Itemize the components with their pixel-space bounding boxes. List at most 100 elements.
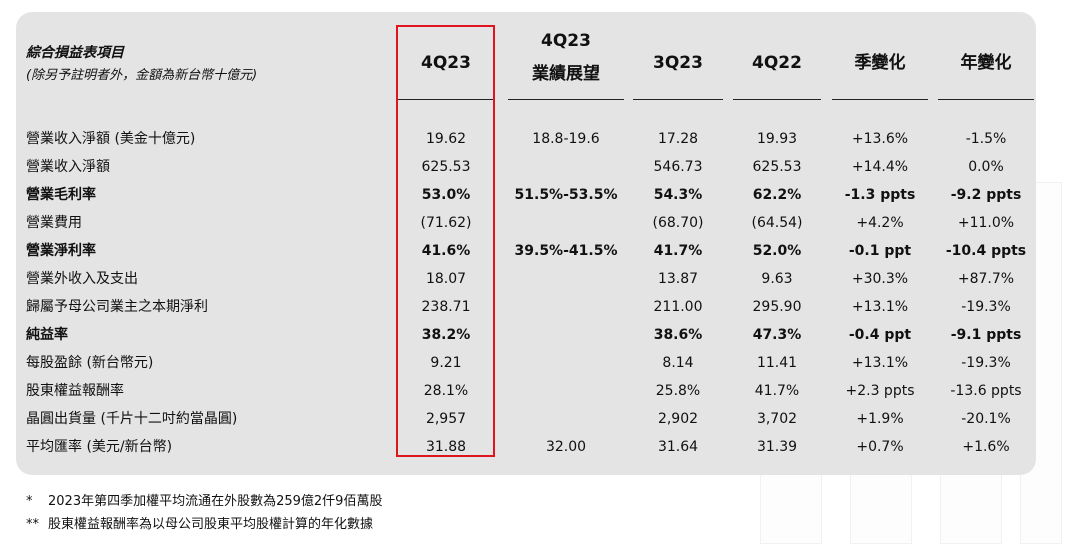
table-cell: 41.7% (754, 383, 800, 399)
table-cell: 546.73 (653, 159, 703, 175)
income-statement-panel (16, 12, 1036, 475)
footnote-mark: * (26, 494, 33, 509)
footnote-mark: ** (26, 517, 39, 532)
row-label: 平均匯率 (美元/新台幣) (26, 439, 173, 455)
header-qoq-label: 季變化 (854, 53, 906, 73)
header-4q23-label: 4Q23 (421, 53, 471, 73)
table-cell: 625.53 (752, 159, 802, 175)
table-row: 營業收入淨額 (美金十億元) 19.62 18.8-19.6 17.28 19.93 +1… (0, 125, 1066, 153)
row-label: 股東權益報酬率 (26, 383, 124, 399)
table-cell: 28.1% (423, 383, 469, 399)
table-cell: +30.3% (851, 271, 909, 287)
table-row: 營業淨利率 41.6% 39.5%-41.5% 41.7% 52.0% -0.1 ppt -… (0, 237, 1066, 265)
highlight-box-4q23 (396, 25, 495, 457)
row-label: 營業淨利率 (26, 243, 96, 259)
table-cell: 38.2% (421, 327, 471, 343)
table-cell: -19.3% (961, 355, 1011, 371)
table-cell: 8.14 (662, 355, 694, 371)
footnote: ** 股東權益報酬率為以母公司股東平均股權計算的年化數據 (26, 516, 373, 534)
table-cell: +0.7% (856, 439, 904, 455)
table-row: 營業毛利率 53.0% 51.5%-53.5% 54.3% 62.2% -1.3 ppts… (0, 181, 1066, 209)
header-4q22: 4Q22 (733, 52, 821, 74)
header-3q23-label: 3Q23 (653, 53, 703, 73)
table-cell: +13.1% (851, 299, 909, 315)
header-rule (508, 99, 624, 100)
header-yoy-label: 年變化 (960, 53, 1012, 73)
table-cell: 32.00 (545, 439, 587, 455)
header-4q23-guidance: 4Q23 業績展望 (508, 30, 624, 85)
header-4q23: 4Q23 (398, 52, 494, 74)
row-label: 純益率 (26, 327, 68, 343)
header-3q23: 3Q23 (633, 52, 723, 74)
table-cell: 17.28 (657, 131, 699, 147)
table-cell: 31.64 (657, 439, 699, 455)
footnote-text: 2023年第四季加權平均流通在外股數為259億2仟9佰萬股 (48, 494, 383, 509)
table-cell: 18.07 (425, 271, 467, 287)
table-cell: 2,902 (657, 411, 699, 427)
table-cell: 19.93 (756, 131, 798, 147)
row-label: 營業毛利率 (26, 187, 96, 203)
row-label: 營業外收入及支出 (26, 271, 138, 287)
row-label: 營業費用 (26, 215, 82, 231)
table-cell: 11.41 (756, 355, 798, 371)
table-row: 平均匯率 (美元/新台幣) 31.88 32.00 31.64 31.39 +0.7% +1… (0, 433, 1066, 461)
table-row: 營業費用 (71.62) (68.70) (64.54) +4.2% +11.0% (0, 209, 1066, 237)
table-cell: (71.62) (420, 215, 472, 231)
row-label: 營業收入淨額 (美金十億元) (26, 131, 196, 147)
table-cell: +1.6% (962, 439, 1010, 455)
row-label: 每股盈餘 (新台幣元) (26, 355, 154, 371)
header-rule (398, 99, 494, 100)
table-cell: +11.0% (957, 215, 1015, 231)
table-cell: +2.3 ppts (845, 383, 915, 399)
table-cell: 19.62 (425, 131, 467, 147)
table-cell: 295.90 (752, 299, 802, 315)
table-row: 營業外收入及支出 18.07 13.87 9.63 +30.3% +87.7% (0, 265, 1066, 293)
table-cell: 39.5%-41.5% (514, 243, 618, 259)
table-cell: -1.3 ppts (844, 187, 916, 203)
header-rule (832, 99, 928, 100)
table-row: 營業收入淨額 625.53 546.73 625.53 +14.4% 0.0% (0, 153, 1066, 181)
table-cell: -10.4 ppts (945, 243, 1027, 259)
table-cell: +13.1% (851, 355, 909, 371)
table-cell: 51.5%-53.5% (514, 187, 618, 203)
table-cell: +14.4% (851, 159, 909, 175)
table-cell: 62.2% (752, 187, 802, 203)
header-rule (733, 99, 821, 100)
header-yoy: 年變化 (938, 52, 1034, 74)
table-cell: -9.1 ppts (950, 327, 1022, 343)
table-cell: -0.4 ppt (848, 327, 912, 343)
table-row: 晶圓出貨量 (千片十二吋約當晶圓) 2,957 2,902 3,702 +1.9% -20… (0, 405, 1066, 433)
row-label: 歸屬予母公司業主之本期淨利 (26, 299, 208, 315)
table-cell: 41.7% (653, 243, 703, 259)
table-cell: 31.88 (425, 439, 467, 455)
table-subtitle: (除另予註明者外，金額為新台幣十億元) (26, 68, 258, 83)
table-cell: -1.5% (965, 131, 1007, 147)
table-cell: 3,702 (756, 411, 798, 427)
header-rule (938, 99, 1034, 100)
table-cell: -0.1 ppt (848, 243, 912, 259)
table-cell: 52.0% (752, 243, 802, 259)
footnote-text: 股東權益報酬率為以母公司股東平均股權計算的年化數據 (48, 517, 374, 532)
table-title: 綜合損益表項目 (26, 45, 124, 61)
header-rule (633, 99, 723, 100)
table-row: 每股盈餘 (新台幣元) 9.21 8.14 11.41 +13.1% -19.3% (0, 349, 1066, 377)
table-cell: +13.6% (851, 131, 909, 147)
table-cell: 9.63 (761, 271, 793, 287)
header-4q22-label: 4Q22 (752, 53, 802, 73)
table-cell: 38.6% (653, 327, 703, 343)
table-cell: +4.2% (856, 215, 904, 231)
table-cell: 18.8-19.6 (532, 131, 600, 147)
table-row: 股東權益報酬率 28.1% 25.8% 41.7% +2.3 ppts -13.6 ppt… (0, 377, 1066, 405)
table-cell: 25.8% (655, 383, 701, 399)
table-cell: -19.3% (961, 299, 1011, 315)
table-cell: +1.9% (856, 411, 904, 427)
row-label: 營業收入淨額 (26, 159, 110, 175)
table-cell: 31.39 (756, 439, 798, 455)
table-cell: (68.70) (652, 215, 704, 231)
header-guidance-line1: 4Q23 (541, 31, 591, 51)
table-cell: 53.0% (421, 187, 471, 203)
table-row: 歸屬予母公司業主之本期淨利 238.71 211.00 295.90 +13.1% -19… (0, 293, 1066, 321)
background-column (760, 462, 822, 544)
table-cell: 54.3% (653, 187, 703, 203)
header-qoq: 季變化 (832, 52, 928, 74)
